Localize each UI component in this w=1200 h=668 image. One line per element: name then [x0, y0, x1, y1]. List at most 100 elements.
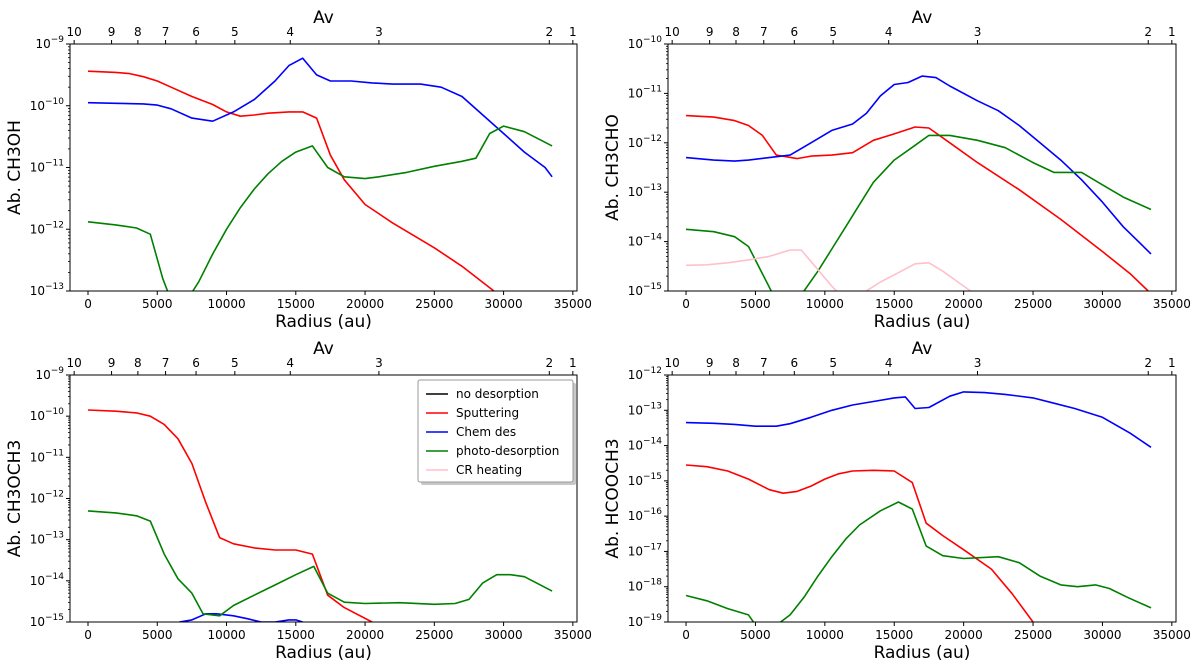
- panel-2-top-tick-label: 8: [732, 25, 740, 39]
- panel-3-ytick-label: 10−10: [30, 407, 65, 423]
- panel-4-top-tick-label: 1: [1168, 356, 1176, 370]
- panel-1-xlabel: Radius (au): [275, 312, 372, 332]
- panel-4-xtick-label: 10000: [806, 628, 844, 642]
- panel-4-top-tick-label: 10: [665, 356, 680, 370]
- panel-1-ytick-label: 10−11: [30, 159, 64, 175]
- panel-2-ytick-label: 10−10: [628, 35, 663, 51]
- panel-1-ytick-label: 10−9: [35, 35, 64, 51]
- panel-2-xlabel: Radius (au): [874, 312, 971, 332]
- panel-2-xtick-label: 0: [682, 297, 690, 311]
- panel-1-series-sputtering: [87, 70, 495, 291]
- panel-2-ytick-label: 10−15: [628, 282, 662, 298]
- panel-2-series-photo-desorption: [685, 134, 1152, 291]
- panel-3-series-chem-des: [179, 612, 303, 622]
- panel-4-ytick-label: 10−13: [628, 401, 662, 417]
- panel-2-top-tick-label: 4: [885, 25, 893, 39]
- panel-4-top-xlabel: Av: [912, 339, 933, 359]
- panel-2-ytick-label: 10−12: [628, 134, 662, 150]
- panel-4: 0 5000 10000 15000 20000 25000 30000 35000 10 9 8 7…: [603, 339, 1191, 663]
- panel-4-xtick-label: 20000: [945, 628, 983, 642]
- panel-1-top-tick-label: 9: [108, 25, 116, 39]
- legend-label-sputtering: Sputtering: [456, 406, 519, 420]
- panel-2: 0 5000 10000 15000 20000 25000 30000 35000 10 9 8 7…: [603, 8, 1191, 332]
- panel-4-ytick-label: 10−14: [628, 437, 663, 453]
- panel-2-top-tick-label: 10: [665, 25, 680, 39]
- panel-3-xtick-label: 0: [84, 628, 92, 642]
- panel-3-ytick-label: 10−14: [30, 572, 65, 588]
- panel-4-series-sputtering: [685, 464, 1034, 622]
- panel-1-top-tick-label: 2: [545, 25, 553, 39]
- panel-2-top-tick-label: 5: [829, 25, 837, 39]
- panel-3-ytick-label: 10−11: [30, 448, 64, 464]
- panel-4-xtick-label: 30000: [1083, 628, 1121, 642]
- panel-2-top-tick-label: 7: [760, 25, 768, 39]
- panel-1-top-tick-label: 10: [67, 25, 82, 39]
- panel-4-top-tick-label: 7: [760, 356, 768, 370]
- legend-label-cr-heating: CR heating: [456, 463, 522, 477]
- panel-1-ylabel: Ab. CH3OH: [5, 120, 25, 215]
- panel-3-xtick-label: 35000: [554, 628, 592, 642]
- panel-2-frame: [667, 43, 1177, 292]
- panel-1-frame: [69, 43, 578, 292]
- panel-3-top-xlabel: Av: [313, 339, 334, 359]
- panel-2-top-tick-label: 2: [1144, 25, 1152, 39]
- panel-3-top-tick-label: 1: [569, 356, 577, 370]
- panel-1-top-tick-label: 3: [375, 25, 383, 39]
- panel-2-xtick-label: 15000: [875, 297, 913, 311]
- panel-3-ytick-label: 10−15: [30, 613, 64, 629]
- panel-3-ytick-label: 10−12: [30, 490, 64, 506]
- panel-2-ylabel: Ab. CH3CHO: [603, 114, 623, 221]
- panel-3-top-tick-label: 10: [67, 356, 82, 370]
- panel-2-series-chem-des: [685, 75, 1152, 255]
- panel-2-ytick-label: 10−11: [628, 84, 662, 100]
- panel-2-xtick-label: 10000: [806, 297, 844, 311]
- panel-3-ytick-label: 10−13: [30, 531, 64, 547]
- panel-4-xtick-label: 25000: [1014, 628, 1052, 642]
- panel-1-series-photo-desorption: [87, 125, 553, 291]
- panel-1-ytick-label: 10−13: [30, 282, 64, 298]
- panel-2-top-xlabel: Av: [912, 8, 933, 28]
- panel-4-top-tick-label: 9: [706, 356, 714, 370]
- panel-1-xtick-label: 0: [84, 297, 92, 311]
- legend-label-no-desorption: no desorption: [456, 387, 539, 401]
- panel-4-ylabel: Ab. HCOOCH3: [603, 438, 623, 558]
- panel-4-ytick-label: 10−17: [628, 542, 662, 558]
- panel-3-xtick-label: 20000: [346, 628, 384, 642]
- panel-3-xtick-label: 5000: [142, 628, 173, 642]
- panel-4-xtick-label: 5000: [740, 628, 771, 642]
- panel-1-xtick-label: 5000: [142, 297, 173, 311]
- panel-1-xtick-label: 30000: [484, 297, 522, 311]
- panel-3-top-tick-label: 7: [162, 356, 170, 370]
- panel-1-ytick-label: 10−10: [30, 97, 65, 113]
- panel-4-xtick-label: 35000: [1153, 628, 1191, 642]
- panel-4-top-tick-label: 4: [885, 356, 893, 370]
- panel-4-ytick-label: 10−15: [628, 472, 662, 488]
- panel-1-series-group: [87, 57, 553, 291]
- panel-2-series-sputtering: [685, 114, 1149, 291]
- panel-4-xlabel: Radius (au): [874, 643, 971, 663]
- panel-4-series-photo-desorption: [685, 501, 1152, 622]
- panel-1-top-tick-label: 1: [569, 25, 577, 39]
- panel-1-xtick-label: 20000: [346, 297, 384, 311]
- panel-2-top-tick-label: 9: [706, 25, 714, 39]
- panel-1-top-tick-label: 7: [162, 25, 170, 39]
- panel-3-xlabel: Radius (au): [275, 643, 372, 663]
- panel-1-top-tick-label: 8: [134, 25, 142, 39]
- panel-3-top-tick-label: 9: [108, 356, 116, 370]
- panel-3-top-tick-label: 3: [375, 356, 383, 370]
- panel-4-frame: [667, 374, 1177, 623]
- panel-3-series-group: [87, 409, 553, 622]
- panel-1-xtick-label: 35000: [554, 297, 592, 311]
- panel-2-xtick-label: 30000: [1083, 297, 1121, 311]
- panel-3-top-tick-label: 4: [286, 356, 294, 370]
- panel-3: 0 5000 10000 15000 20000 25000 30000 35000 10 9 8 7…: [5, 339, 592, 663]
- panel-3-ytick-label: 10−9: [35, 366, 64, 382]
- panel-4-top-tick-label: 6: [790, 356, 798, 370]
- panel-1-series-chem-des: [87, 57, 553, 178]
- panel-1-xtick-label: 25000: [415, 297, 453, 311]
- panel-3-top-tick-label: 2: [545, 356, 553, 370]
- panel-4-series-chem-des: [685, 391, 1152, 448]
- legend-label-photo-desorption: photo-desorption: [456, 444, 559, 458]
- panel-1-ytick-label: 10−12: [30, 220, 64, 236]
